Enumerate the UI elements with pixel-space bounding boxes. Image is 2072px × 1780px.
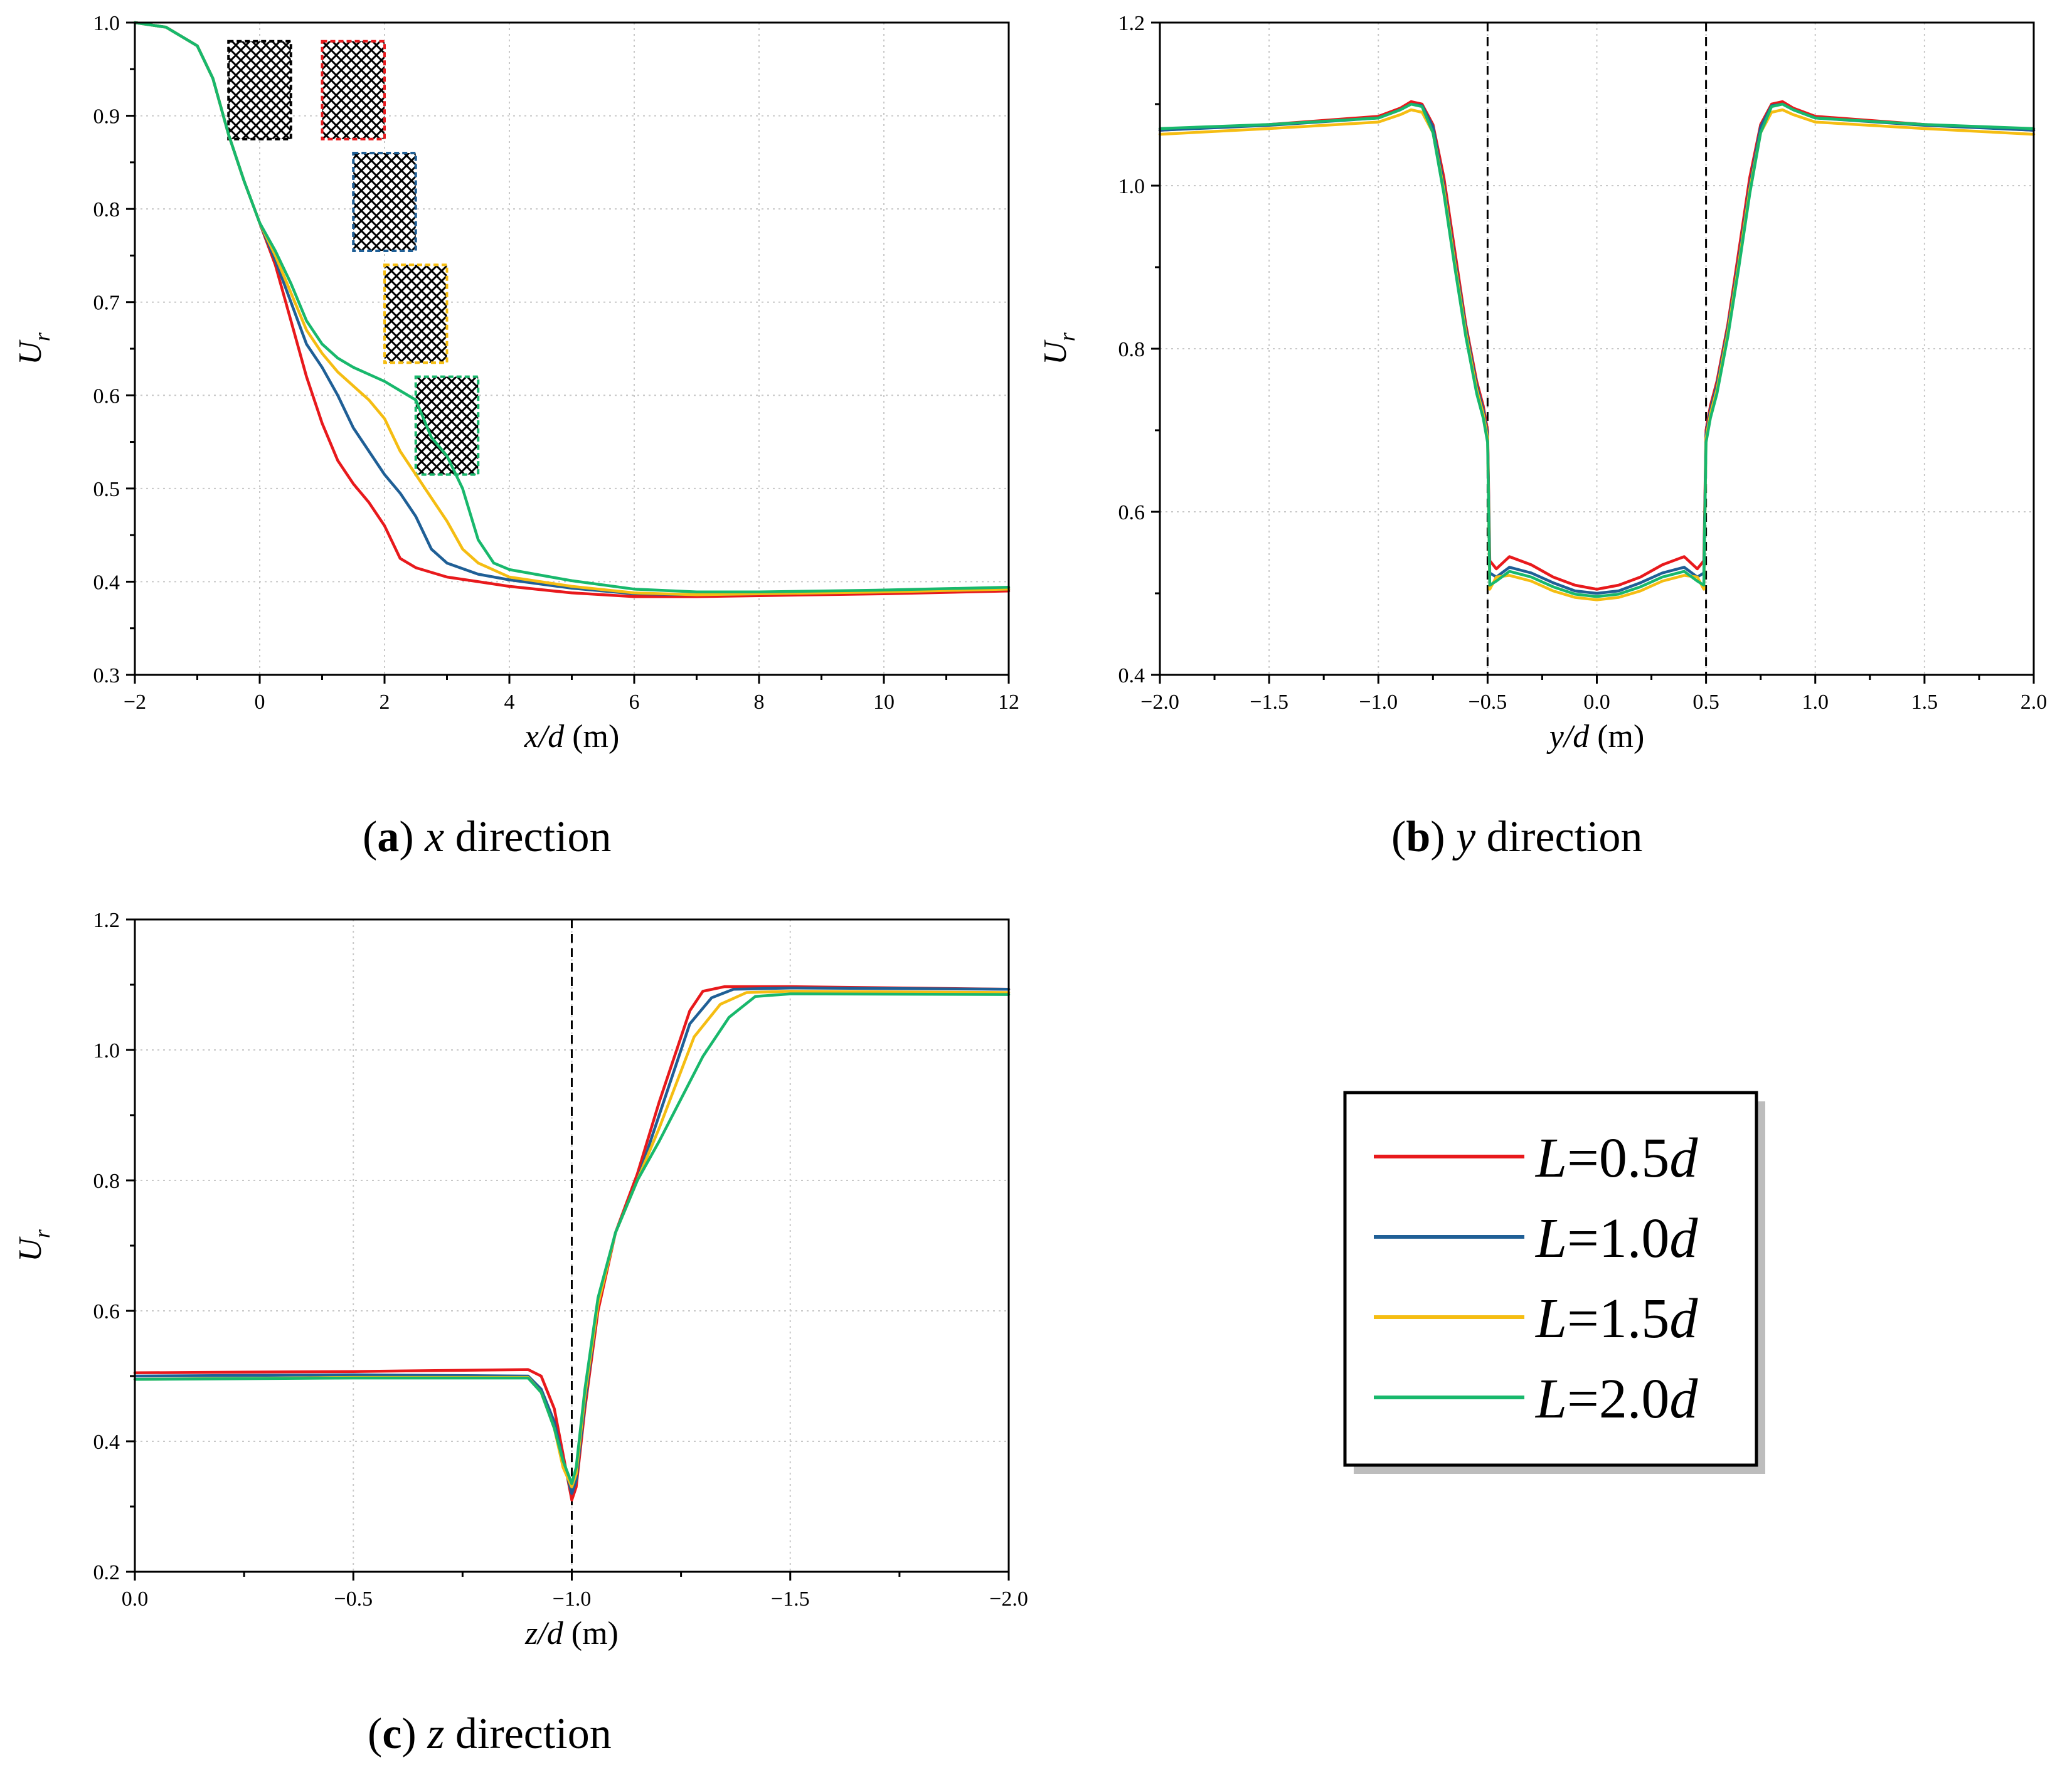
panel-a-x-direction: −2 0 2 4 6 8 10 12 0.3 0.4 0.5 0.6 0.7 0.8 0.9 1.0 x/d (…	[13, 12, 1019, 755]
obstacle-0	[227, 40, 292, 140]
x-tick-label: −2.0	[989, 1587, 1028, 1611]
legend-label-l15: L=1.5d	[1534, 1288, 1698, 1350]
x-tick-label: −2	[124, 691, 146, 714]
caption-a: (a) x direction	[363, 813, 612, 861]
series-line-l20	[133, 992, 1011, 1485]
y-tick-label: 1.0	[93, 1039, 120, 1062]
x-tick-label: −1.5	[771, 1587, 810, 1611]
x-tick-label: 0.5	[1692, 691, 1719, 714]
series-line-l20	[133, 21, 1011, 594]
x-tick-label: 12	[998, 691, 1019, 714]
y-tick-label: 0.7	[93, 292, 120, 315]
y-tick-label: 0.8	[93, 198, 120, 221]
x-tick-label: −1.5	[1250, 691, 1288, 714]
y-tick-label: 0.4	[1118, 664, 1145, 687]
series-line-l20	[1158, 102, 2036, 598]
x-axis-label: x/d (m)	[524, 719, 620, 755]
x-tick-label: 4	[504, 691, 515, 714]
x-tick-label: −1.0	[1359, 691, 1398, 714]
x-tick-label: 0.0	[122, 1587, 149, 1611]
y-tick-label: 0.8	[93, 1170, 120, 1193]
y-tick-label: 0.2	[93, 1561, 120, 1584]
caption-b: (b) y direction	[1391, 813, 1642, 861]
y-tick-label: 0.6	[93, 384, 120, 408]
y-tick-label: 0.6	[1118, 501, 1145, 524]
x-tick-label: 1.0	[1802, 691, 1829, 714]
legend-label-l05: L=0.5d	[1534, 1127, 1698, 1189]
y-axis-label: Ur	[13, 332, 55, 365]
x-tick-label: 6	[629, 691, 640, 714]
y-tick-label: 0.6	[93, 1300, 120, 1323]
panel-b-y-direction: −2.0 −1.5 −1.0 −0.5 0.0 0.5 1.0 1.5 2.0 0.4 0.6 0.8…	[1038, 12, 2047, 755]
legend-label-l10: L=1.0d	[1534, 1207, 1698, 1269]
y-axis-label: Ur	[1038, 332, 1080, 365]
y-tick-label: 0.9	[93, 105, 120, 129]
y-axis-label: Ur	[13, 1229, 55, 1262]
x-tick-label: 1.5	[1911, 691, 1938, 714]
x-tick-label: 2.0	[2021, 691, 2048, 714]
x-tick-label: −0.5	[334, 1587, 373, 1611]
y-tick-label: 1.0	[93, 12, 120, 35]
x-tick-label: 0.0	[1583, 691, 1610, 714]
y-tick-label: 1.2	[93, 909, 120, 932]
x-tick-label: −1.0	[553, 1587, 592, 1611]
x-tick-label: 2	[380, 691, 390, 714]
obstacle-3	[383, 263, 449, 364]
x-axis-label: y/d (m)	[1546, 719, 1645, 755]
panel-c-z-direction: 0.0 −0.5 −1.0 −1.5 −2.0 0.2 0.4 0.6 0.8 1.0 1.2 z/d…	[13, 909, 1028, 1651]
legend-label-l20: L=2.0d	[1534, 1368, 1698, 1430]
x-tick-label: 8	[754, 691, 765, 714]
y-tick-label: 0.4	[93, 571, 120, 594]
obstacle-1	[321, 40, 386, 140]
y-tick-label: 1.0	[1118, 175, 1145, 198]
y-tick-label: 0.8	[1118, 338, 1145, 361]
y-tick-label: 0.4	[93, 1431, 120, 1454]
x-axis-label: z/d (m)	[524, 1616, 619, 1651]
y-tick-label: 1.2	[1118, 12, 1145, 35]
caption-c: (c) z direction	[368, 1710, 612, 1758]
x-tick-label: −0.5	[1469, 691, 1507, 714]
x-tick-label: −2.0	[1140, 691, 1179, 714]
x-tick-label: 10	[873, 691, 895, 714]
legend: L=0.5d L=1.0d L=1.5d L=2.0d	[1343, 1091, 1765, 1474]
obstacle-2	[352, 152, 417, 252]
x-tick-label: 0	[255, 691, 265, 714]
y-tick-label: 0.3	[93, 664, 120, 687]
y-tick-label: 0.5	[93, 478, 120, 501]
